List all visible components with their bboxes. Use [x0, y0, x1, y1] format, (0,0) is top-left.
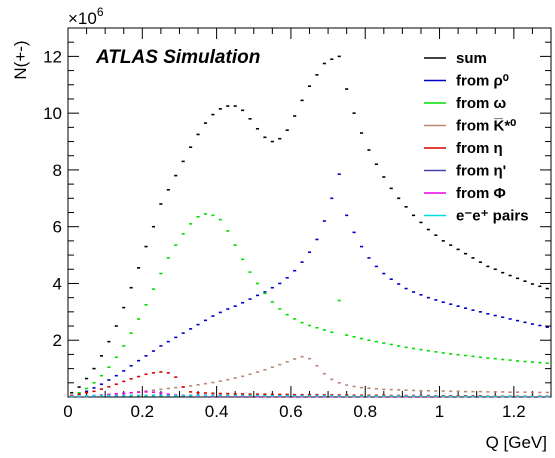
legend-label: from Φ [456, 185, 506, 202]
y-tick-label: 12 [43, 47, 62, 66]
legend-label: from K̅*⁰ [456, 118, 516, 135]
x-tick-label: 0.2 [130, 402, 154, 421]
y-tick-label: 2 [53, 331, 62, 350]
x-tick-label: 0.4 [205, 402, 229, 421]
series-layer [70, 55, 549, 398]
legend-label: e⁻e⁺ pairs [456, 208, 529, 225]
legend-label: from ω [456, 95, 507, 112]
series-0 [70, 55, 549, 394]
x-axis-title: Q [GeV] [486, 433, 547, 452]
series-1 [70, 173, 549, 397]
x-tick-label: 0 [63, 402, 72, 421]
y-tick-label: 6 [53, 218, 62, 237]
y-axis-multiplier: ×106 [68, 5, 104, 28]
x-tick-label: 0.6 [279, 402, 303, 421]
legend-label: from η [456, 140, 503, 157]
series-7 [70, 394, 549, 398]
y-tick-label: 10 [43, 104, 62, 123]
legend: sum from ρ⁰ from ω from K̅*⁰ from η from η' fr… [424, 50, 529, 225]
x-tick-label: 1.2 [502, 402, 526, 421]
legend-label: from ρ⁰ [456, 73, 509, 90]
y-tick-label: 8 [53, 161, 62, 180]
legend-label: sum [456, 50, 487, 67]
y-axis-title: N(+-) [11, 40, 30, 79]
series-2 [70, 213, 549, 397]
y-tick-label: 4 [53, 274, 62, 293]
legend-label: from η' [456, 163, 506, 180]
atlas-simulation-label: ATLAS Simulation [95, 47, 260, 68]
x-tick-label: 0.8 [353, 402, 377, 421]
x-tick-label: 1 [435, 402, 444, 421]
